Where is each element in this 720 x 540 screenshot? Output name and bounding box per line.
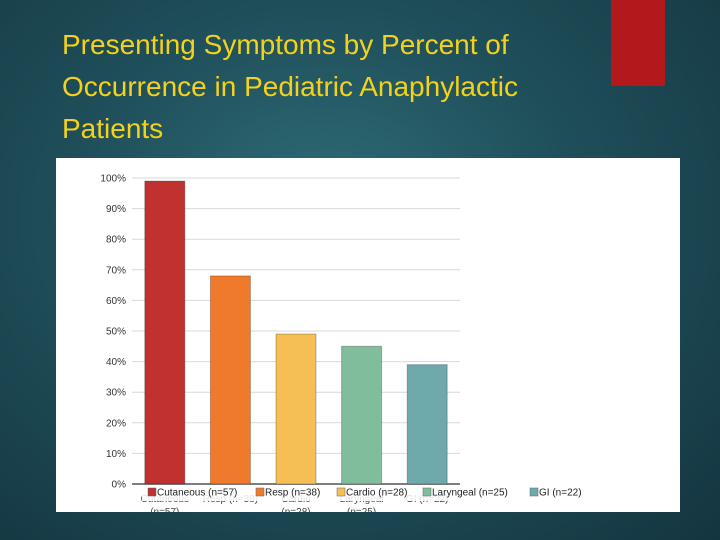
x-tick-label: (n=28) (281, 507, 310, 512)
x-tick-label: (n=25) (347, 507, 376, 512)
y-tick-label: 0% (112, 480, 127, 491)
title-line-3: Patients (62, 113, 164, 144)
y-tick-label: 50% (106, 327, 126, 338)
legend-label: Cutaneous (n=57) (157, 488, 237, 499)
legend-label: GI (n=22) (539, 488, 582, 499)
y-tick-label: 100% (100, 174, 126, 185)
bar (275, 333, 317, 485)
legend-swatch (422, 487, 432, 497)
y-tick-label: 80% (106, 235, 126, 246)
slide-title: Presenting Symptoms by Percent of Occurr… (62, 24, 602, 150)
bar (209, 275, 251, 485)
legend-swatch (336, 487, 346, 497)
chart-panel: 0% 10% 20% 30% 40% 50% 60% 70% 80% 90% 100% Cutaneo… (56, 158, 680, 512)
bar (144, 180, 186, 485)
y-tick-label: 40% (106, 357, 126, 368)
y-tick-label: 20% (106, 418, 126, 429)
y-tick-label: 70% (106, 265, 126, 276)
title-line-1: Presenting Symptoms by Percent of (62, 29, 509, 60)
bar-chart: 0% 10% 20% 30% 40% 50% 60% 70% 80% 90% 100% Cutaneo… (100, 174, 590, 512)
accent-block (611, 0, 665, 86)
legend-background (142, 485, 590, 501)
y-tick-label: 10% (106, 449, 126, 460)
y-tick-label: 30% (106, 388, 126, 399)
y-tick-label: 90% (106, 204, 126, 215)
legend-label: Cardio (n=28) (346, 488, 407, 499)
legend-swatch (255, 487, 265, 497)
legend-label: Resp (n=38) (265, 488, 320, 499)
legend-label: Laryngeal (n=25) (432, 488, 508, 499)
bar (341, 345, 383, 485)
bar (406, 364, 448, 485)
x-tick-label: (n=57) (150, 507, 179, 512)
legend-swatch (529, 487, 539, 497)
y-tick-label: 60% (106, 296, 126, 307)
legend-swatch (147, 487, 157, 497)
title-line-2: Occurrence in Pediatric Anaphylactic (62, 71, 518, 102)
